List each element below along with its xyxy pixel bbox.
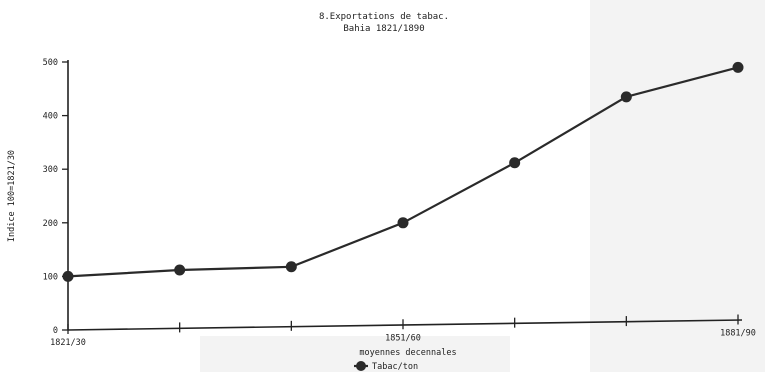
y-tick-label: 400: [43, 112, 58, 122]
legend-label: Tabac/ton: [372, 362, 418, 372]
legend: Tabac/ton: [354, 361, 418, 372]
data-point: [620, 91, 632, 103]
data-point: [732, 61, 744, 73]
y-ticks: 0 100 200 300 400 500: [43, 58, 68, 336]
y-tick-label: 500: [43, 58, 58, 68]
y-tick-label: 0: [53, 326, 58, 336]
x-tick-label: 1881/90: [720, 329, 756, 339]
chart-subtitle: Bahia 1821/1890: [343, 24, 424, 34]
data-point: [285, 261, 297, 273]
x-tick-label: 1821/30: [50, 338, 86, 348]
y-axis-label: Indice 100=1821/30: [7, 150, 17, 242]
data-point: [397, 217, 409, 229]
y-tick-label: 200: [43, 219, 58, 229]
scan-shadow: [590, 0, 765, 372]
y-tick-label: 300: [43, 165, 58, 175]
data-point: [174, 264, 186, 276]
series-layer: [62, 61, 744, 282]
y-tick-label: 100: [43, 272, 58, 282]
chart-title: 8.Exportations de tabac.: [319, 12, 449, 22]
x-ticks: 1821/30 1851/60 1881/90: [50, 314, 756, 348]
x-tick-label: 1851/60: [385, 333, 421, 343]
x-axis-label: moyennes decennales: [359, 348, 456, 358]
x-axis-line: [67, 319, 743, 331]
data-point: [509, 157, 521, 169]
data-point: [62, 270, 74, 282]
